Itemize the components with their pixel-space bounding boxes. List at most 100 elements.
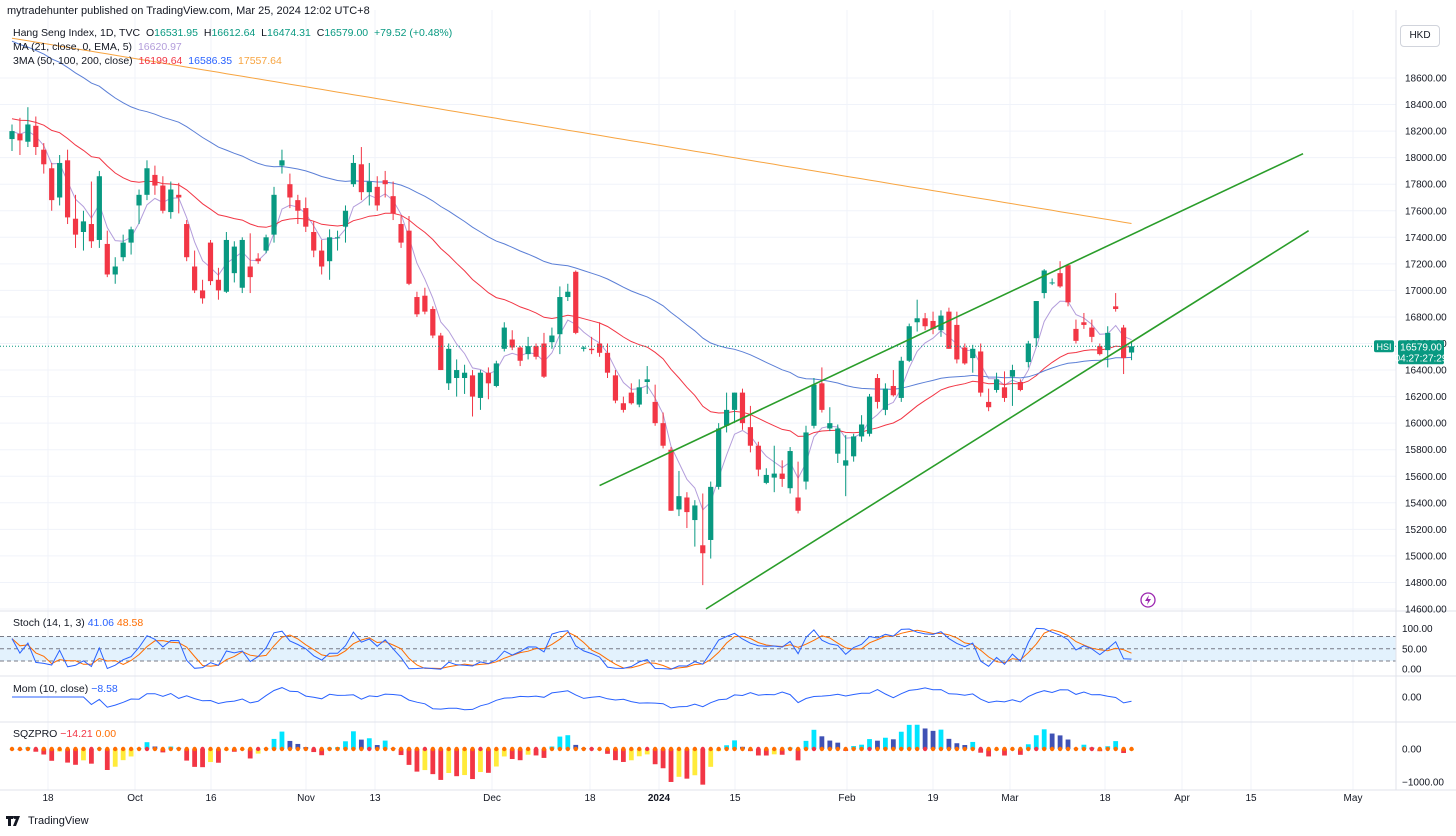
candle-body xyxy=(1001,387,1008,398)
sqz-dot xyxy=(105,746,110,752)
price-axis[interactable]: 18600.00 18400.00 18200.00 18000.00 17800.00… xyxy=(1402,74,1447,789)
sqz-bar xyxy=(883,737,888,749)
candle-body xyxy=(843,460,849,466)
mom-label[interactable]: Mom (10, close) xyxy=(13,683,89,695)
sqz-bar xyxy=(946,738,952,749)
price-tick-label: 15800.00 xyxy=(1405,445,1447,456)
sqz-tick-label: −1000.00 xyxy=(1402,778,1444,789)
candle-body xyxy=(692,505,698,521)
candle-body xyxy=(334,237,341,239)
candle-body xyxy=(80,221,87,232)
sqz-dot xyxy=(684,746,690,752)
sqz-dot xyxy=(232,746,237,752)
candle-body xyxy=(168,189,174,213)
trend-line xyxy=(705,229,1310,610)
candle-body xyxy=(49,168,55,201)
candle-body xyxy=(199,290,206,299)
sqz-bar xyxy=(279,731,285,749)
sqz-dot xyxy=(510,746,515,752)
time-tick-label: 18 xyxy=(1099,793,1111,804)
candle-body xyxy=(1121,327,1127,359)
sqz-dot xyxy=(271,746,277,752)
sqz-histogram xyxy=(9,724,1134,785)
sqz-dot xyxy=(57,746,62,752)
sqz-bar xyxy=(462,749,467,776)
sqz-dot xyxy=(200,746,205,752)
candle-body xyxy=(1097,346,1103,355)
sqz-bar xyxy=(470,749,475,780)
sqz-dot xyxy=(1057,746,1063,752)
price-tick-label: 17000.00 xyxy=(1405,286,1447,297)
sqz-dot xyxy=(406,746,412,752)
sqz-bar xyxy=(486,749,491,773)
price-tick-label: 18600.00 xyxy=(1405,74,1447,85)
legend-h-label: H xyxy=(203,27,212,39)
candle-body xyxy=(327,237,333,262)
legend-3ma-label[interactable]: 3MA (50, 100, 200, close) xyxy=(13,55,133,67)
legend-ma-label[interactable]: MA (21, close, 0, EMA, 5) xyxy=(13,41,133,53)
sqz-dot xyxy=(692,746,698,752)
candle-body xyxy=(279,160,285,166)
candle-body xyxy=(477,372,484,398)
sqz-dot xyxy=(1018,746,1023,752)
sqz-bar xyxy=(1065,739,1071,749)
currency-button[interactable]: HKD xyxy=(1400,25,1440,47)
sqz-bar xyxy=(422,749,428,771)
candle-body xyxy=(541,343,547,377)
candle-body xyxy=(207,242,214,282)
sqz-dot xyxy=(184,746,189,752)
sqz-dot xyxy=(1026,746,1031,752)
stoch-d: 48.58 xyxy=(116,617,144,629)
sqz-bar xyxy=(970,741,976,749)
time-axis[interactable]: 18 Oct 16 Nov 13 Dec 18 2024 15 Feb 19 Mar 18 Apr 15 Ma… xyxy=(42,793,1362,804)
sqz-bar xyxy=(938,729,944,749)
sqz-dot xyxy=(613,746,618,752)
candle-body xyxy=(319,250,325,267)
sqz-dot xyxy=(954,746,960,752)
sqz-dot xyxy=(978,746,983,752)
sqz-dot xyxy=(311,746,316,752)
sqz-dot xyxy=(327,746,332,752)
sqz-bar xyxy=(509,749,515,760)
candle-body xyxy=(708,486,714,540)
candle-body xyxy=(938,315,944,331)
candle-body xyxy=(485,372,491,384)
sqz-dot xyxy=(787,746,793,752)
candle-body xyxy=(620,403,626,410)
candle-body xyxy=(160,185,166,211)
sqz-dot xyxy=(192,746,197,752)
lightning-icon[interactable] xyxy=(1140,592,1156,608)
sqz-dot xyxy=(462,746,467,752)
sqz-dot xyxy=(375,746,380,752)
legend-l-value: 16474.31 xyxy=(267,27,311,39)
price-tick-label: 16000.00 xyxy=(1405,419,1447,430)
sqz-bar xyxy=(914,724,920,749)
ma50-line xyxy=(11,118,1132,437)
sqz-label[interactable]: SQZPRO xyxy=(13,728,58,740)
sqz-dot xyxy=(494,746,499,752)
sqz-dot xyxy=(803,746,809,752)
candle-body xyxy=(176,194,182,198)
candle-body xyxy=(1128,346,1135,353)
sqz-bar xyxy=(565,735,571,749)
badge-symbol-bg xyxy=(1374,340,1394,353)
sqz-dot xyxy=(1049,746,1055,752)
mom-legend: Mom (10, close) −8.58 xyxy=(13,683,118,695)
stoch-tick-label: 50.00 xyxy=(1402,644,1427,655)
footer-brand: TradingView xyxy=(28,815,89,827)
stoch-label[interactable]: Stoch (14, 1, 3) xyxy=(13,617,85,629)
candle-body xyxy=(215,279,222,291)
candle-body xyxy=(366,181,372,193)
legend-ohlc-row: Hang Seng Index, 1D, TVC O16531.95 H1661… xyxy=(13,26,452,40)
sqz-dot xyxy=(541,746,547,752)
candle-body xyxy=(41,149,47,165)
time-tick-label: 18 xyxy=(584,793,596,804)
candle-body xyxy=(747,427,754,446)
candle-body xyxy=(136,194,142,206)
sqz-dot xyxy=(1113,746,1118,752)
sqz-bar xyxy=(708,749,714,767)
sqz-bar xyxy=(835,742,841,749)
sqz-bar xyxy=(493,749,499,767)
sqz-dot xyxy=(1089,746,1095,752)
legend-title[interactable]: Hang Seng Index, 1D, TVC xyxy=(13,27,141,39)
